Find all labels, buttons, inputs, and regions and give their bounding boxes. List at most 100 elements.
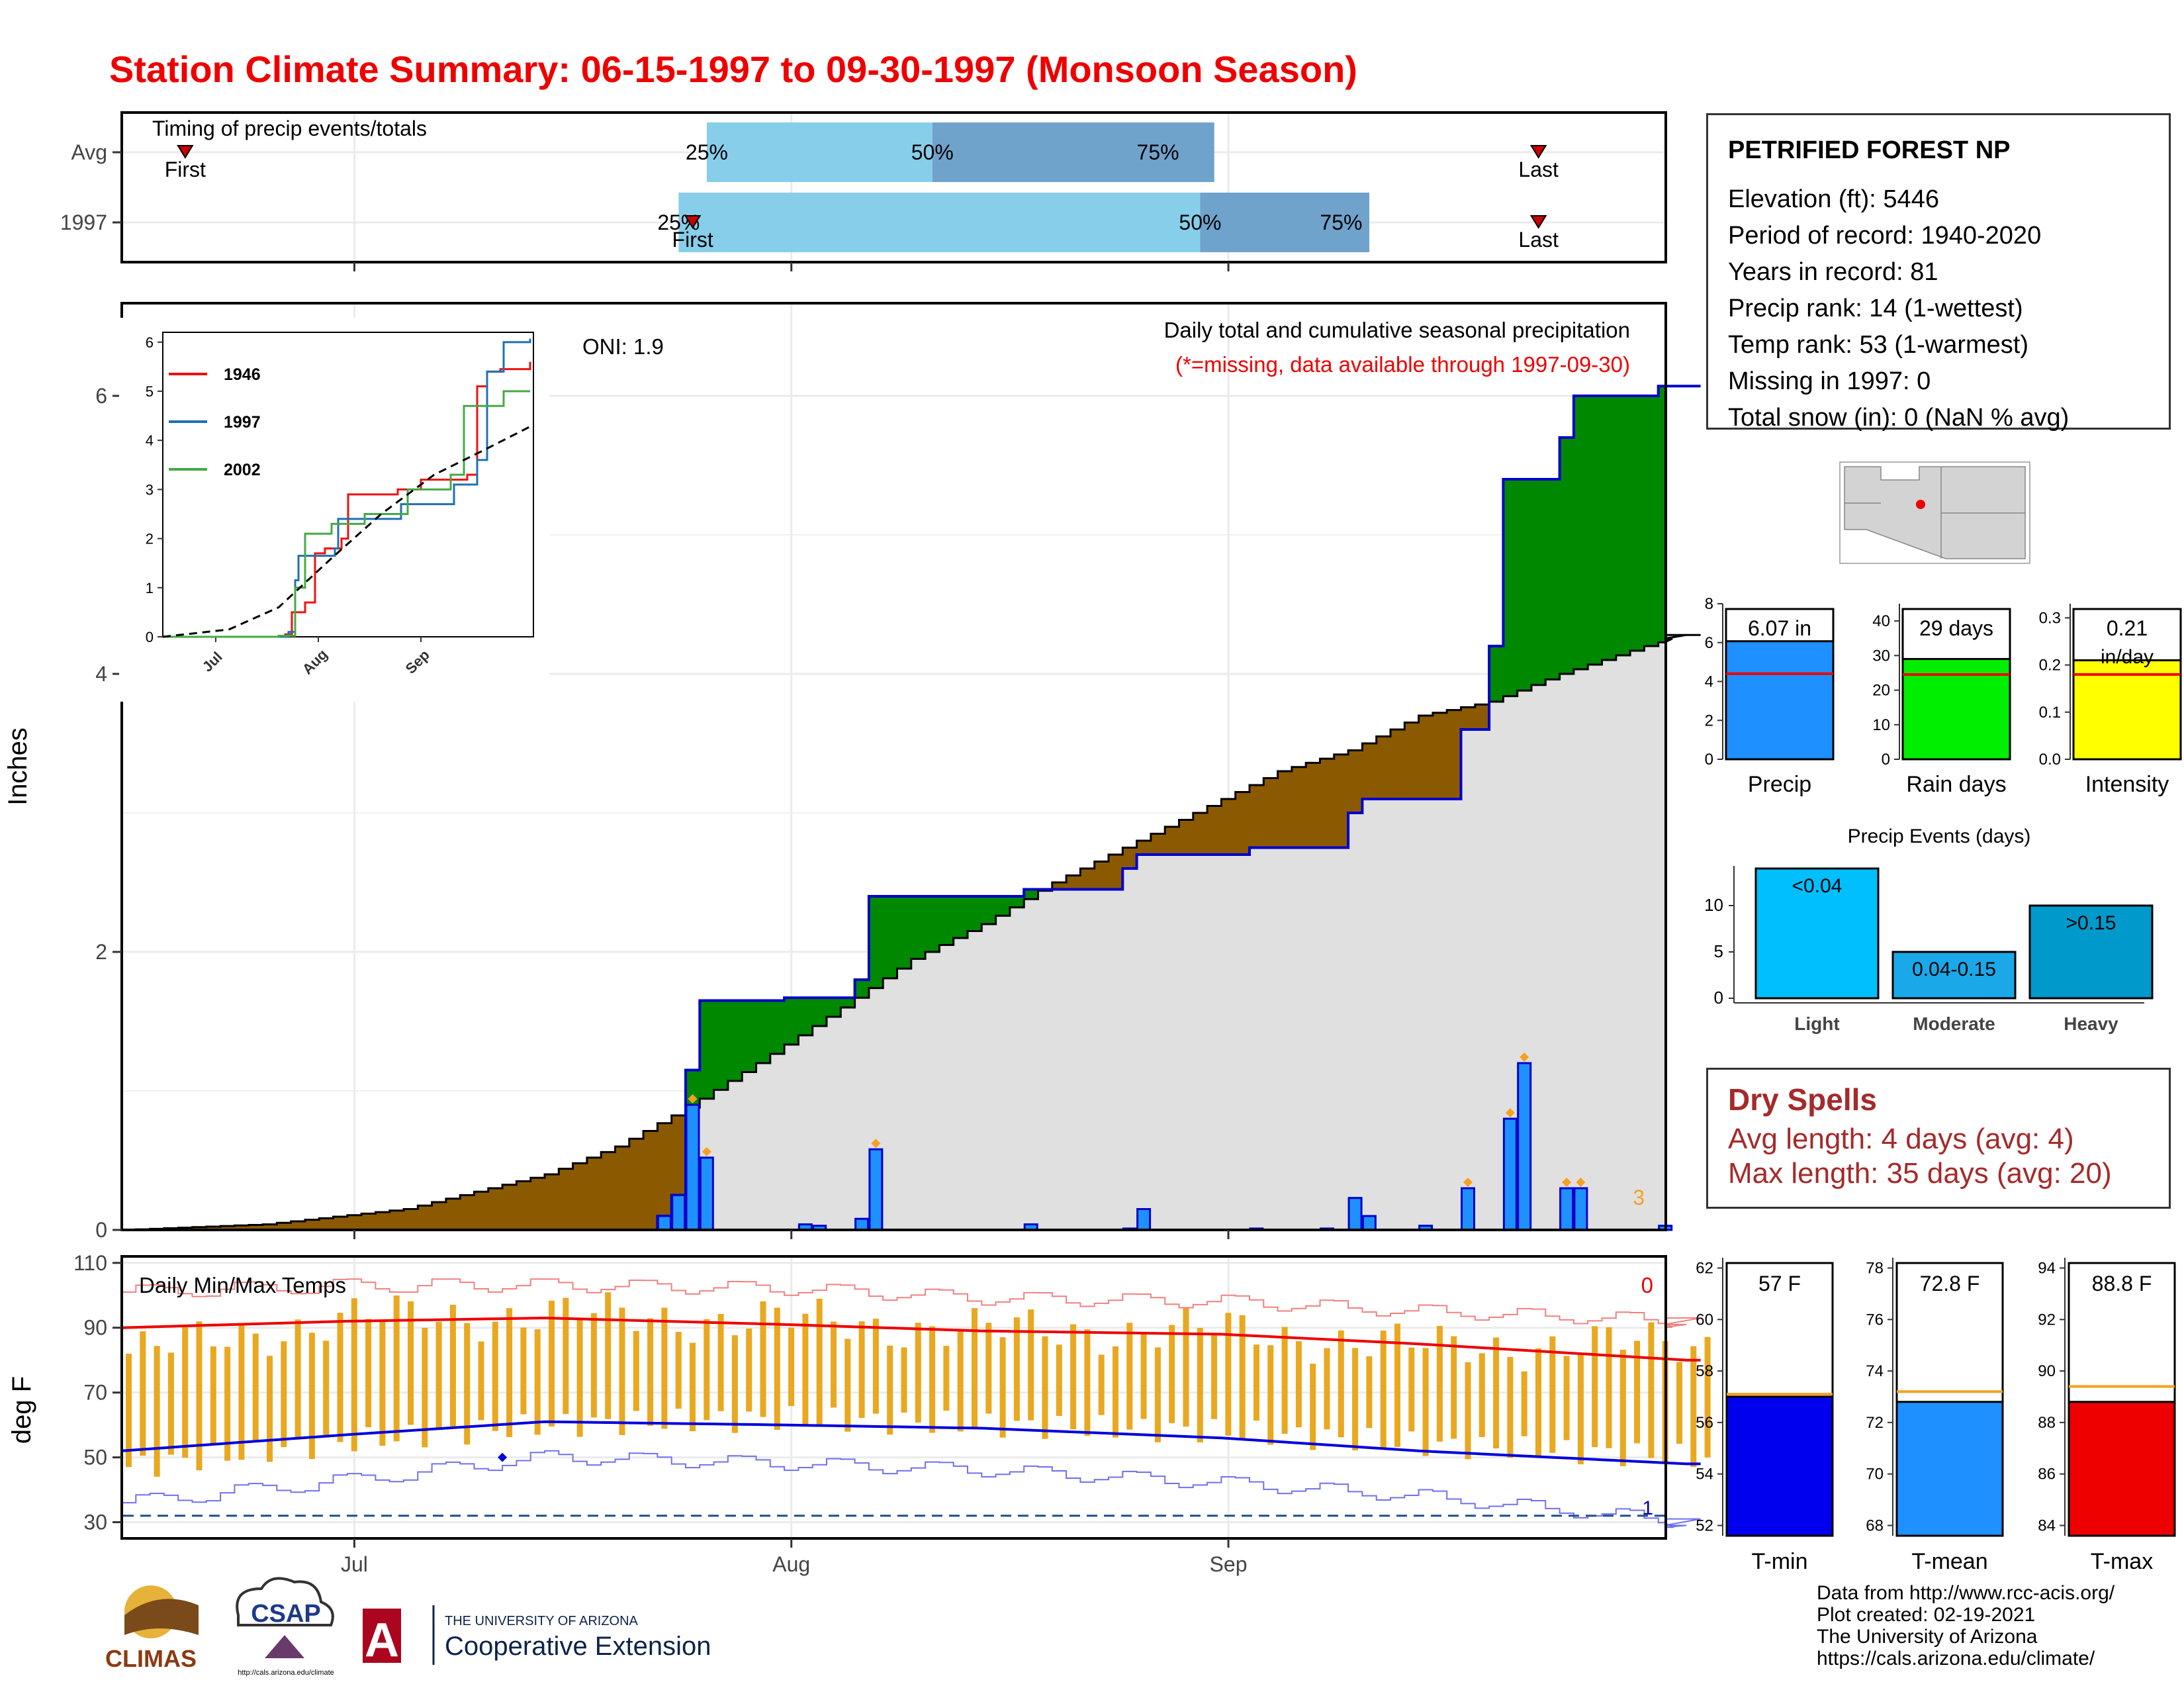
daily-temp-range-bar xyxy=(534,1329,541,1435)
deficit-area-segment xyxy=(586,1157,602,1230)
dry-spells-avg-length: Avg length: 4 days (avg: 4) xyxy=(1728,1123,2074,1155)
deficit-area-segment xyxy=(1277,771,1293,848)
events-y-tick-label: 5 xyxy=(1714,941,1723,961)
deficit-area-segment xyxy=(389,1210,404,1230)
timing-last-marker xyxy=(1529,215,1547,229)
deficit-area-segment xyxy=(1221,799,1236,855)
csap-logo-mountain xyxy=(265,1635,304,1658)
daily-temp-range-bar xyxy=(661,1307,668,1429)
summary-y-tick-label: 40 xyxy=(1872,612,1890,630)
daily-temp-range-bar xyxy=(1408,1347,1415,1432)
precip-corner-count: 3 xyxy=(1633,1186,1645,1209)
timing-first-label: First xyxy=(672,228,713,252)
daily-temp-range-bar xyxy=(1013,1317,1020,1421)
summary-y-tick-label: 0 xyxy=(1882,751,1890,769)
daily-precip-bar xyxy=(657,1215,672,1231)
precip-events-bar-text: 0.04-0.15 xyxy=(1912,959,1996,980)
daily-temp-range-bar xyxy=(281,1341,287,1448)
temp-summary-y-tick-label: 92 xyxy=(2038,1311,2056,1329)
daily-precip-bar xyxy=(868,1148,884,1231)
summary-y-tick-label: 6 xyxy=(1705,634,1713,652)
deficit-area-segment xyxy=(1066,875,1081,890)
daily-temp-range-bar xyxy=(1338,1330,1344,1438)
temp-summary-y-tick-label: 54 xyxy=(1696,1466,1713,1483)
deficit-area-segment xyxy=(488,1188,503,1230)
daily-temp-range-bar xyxy=(1324,1348,1330,1430)
temp-panel: 30 50 70 90 110 Jul Aug Sep deg F Daily Min/Ma… xyxy=(7,1251,1711,1576)
temp-y-tick-label: 50 xyxy=(83,1446,107,1470)
daily-temp-range-bar xyxy=(1366,1356,1373,1429)
surplus-area-segment xyxy=(841,998,856,1008)
surplus-area-segment xyxy=(1503,479,1518,696)
arizona-locator-map xyxy=(1839,461,2030,564)
daily-temp-range-bar xyxy=(1310,1364,1316,1450)
daily-temp-range-bar xyxy=(957,1331,964,1432)
temp-summary-value-label: 88.8 F xyxy=(2092,1272,2152,1295)
surplus-area-segment xyxy=(1573,396,1588,669)
daily-precip-bar xyxy=(1573,1187,1588,1231)
summary-y-tick-label: 0.3 xyxy=(2039,609,2061,627)
summary-bar-intensity xyxy=(2072,659,2182,761)
high-precip-marker xyxy=(871,1139,881,1149)
station-years-in-record: Years in record: 81 xyxy=(1728,258,1938,286)
daily-temp-range-bar xyxy=(1535,1348,1541,1458)
csap-logo-cloud xyxy=(236,1577,334,1626)
surplus-area-segment xyxy=(1588,396,1603,665)
temp-y-axis-label: deg F xyxy=(7,1376,36,1444)
deficit-area-segment xyxy=(1390,729,1405,799)
deficit-area-segment xyxy=(572,1163,588,1230)
temp-summary-y-tick-label: 52 xyxy=(1696,1517,1713,1534)
temp-summary-y-tick-label: 60 xyxy=(1696,1311,1713,1329)
precip-y-tick-label: 4 xyxy=(95,662,107,686)
daily-temp-range-bar xyxy=(816,1298,823,1425)
deficit-area-segment xyxy=(502,1184,517,1230)
deficit-area-segment xyxy=(291,1221,306,1230)
temp-corner-top: 0 xyxy=(1641,1273,1653,1297)
deficit-area-segment xyxy=(657,1123,672,1216)
daily-temp-range-bar xyxy=(1169,1325,1175,1423)
timing-last-label: Last xyxy=(1518,228,1559,252)
timing-bar-25-50 xyxy=(678,193,1201,252)
missing-note: (*=missing, data available through 1997-… xyxy=(1175,352,1630,377)
surplus-area-segment xyxy=(1615,396,1631,655)
summary-y-tick-label: 20 xyxy=(1872,682,1890,700)
deficit-area-segment xyxy=(1461,707,1476,729)
daily-temp-range-bar xyxy=(1549,1336,1556,1453)
summary-y-tick-label: 0.0 xyxy=(2039,751,2061,769)
daily-temp-range-bar xyxy=(337,1313,343,1442)
daily-temp-range-bar xyxy=(872,1319,879,1414)
temp-panel-frame xyxy=(120,1255,1667,1540)
station-location-marker xyxy=(1916,500,1925,509)
deficit-area-segment xyxy=(1404,722,1420,799)
surplus-area-segment xyxy=(1602,396,1617,660)
surplus-area-segment xyxy=(981,896,997,924)
temp-corner-bottom: 1 xyxy=(1642,1497,1653,1519)
station-period-of-record: Period of record: 1940-2020 xyxy=(1728,222,2042,250)
daily-temp-range-bar xyxy=(887,1345,893,1435)
inset-y-tick-label: 3 xyxy=(146,481,154,498)
station-info-box: PETRIFIED FOREST NP Elevation (ft): 5446… xyxy=(1706,113,2171,432)
climas-logo-wave xyxy=(124,1599,199,1635)
surplus-area-segment xyxy=(995,896,1011,916)
daily-temp-range-bar xyxy=(267,1356,273,1462)
daily-temp-range-bar xyxy=(210,1346,216,1446)
csap-logo-url: http://cals.arizona.edu/climate xyxy=(238,1669,334,1677)
temp-y-tick-label: 90 xyxy=(83,1316,107,1340)
daily-temp-range-bar xyxy=(704,1319,710,1421)
deficit-area-segment xyxy=(1122,847,1138,868)
precip-panel-frame xyxy=(120,302,1667,1231)
daily-temp-range-bar xyxy=(647,1318,654,1426)
temp-y-tick-label: 30 xyxy=(83,1511,107,1534)
precip-events-title: Precip Events (days) xyxy=(1848,825,2031,847)
daily-precip-bar xyxy=(1136,1208,1152,1231)
precip-y-tick-label: 6 xyxy=(95,384,107,408)
deficit-area-segment xyxy=(643,1131,658,1230)
avg-tmax-line xyxy=(121,1317,1701,1362)
daily-temp-range-bar xyxy=(1380,1331,1387,1448)
deficit-area-segment xyxy=(445,1198,461,1230)
timing-label-50: 50% xyxy=(1179,211,1221,234)
daily-temp-range-bar xyxy=(1394,1323,1400,1447)
temp-summary-y-tick-label: 74 xyxy=(1866,1362,1884,1380)
daily-temp-range-bar xyxy=(422,1327,428,1448)
